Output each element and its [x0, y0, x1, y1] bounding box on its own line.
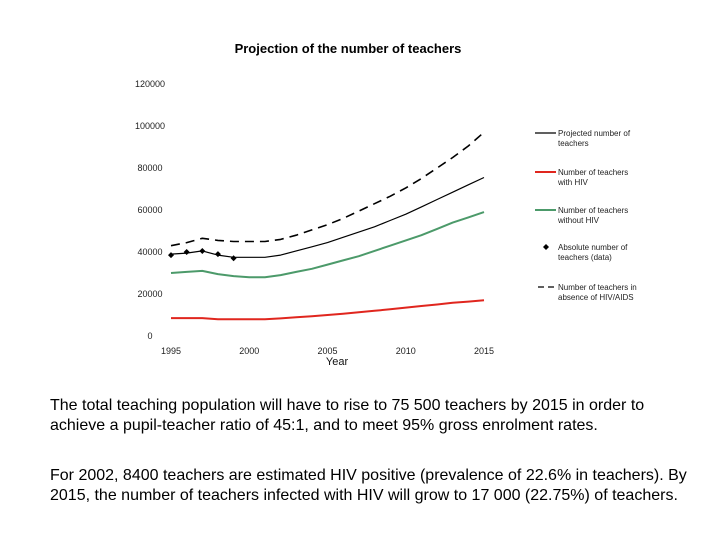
teacher-projection-chart: Projection of the number of teachers 0 20… [135, 41, 637, 368]
legend-label-absence-hiv-1: Number of teachers in [558, 283, 637, 292]
legend-label-without-hiv-1: Number of teachers [558, 206, 628, 215]
series-line-absence-hiv [170, 131, 485, 247]
series-line-without-hiv [170, 211, 485, 279]
chart-title: Projection of the number of teachers [235, 41, 462, 56]
legend-label-with-hiv-1: Number of teachers [558, 168, 628, 177]
y-tick-label-4: 80000 [137, 163, 162, 173]
y-tick-label-5: 100000 [135, 121, 165, 131]
data-point-absolute-0 [168, 252, 174, 259]
legend-item-with-hiv: Number of teachers with HIV [535, 168, 628, 187]
hiv-paragraph: For 2002, 8400 teachers are estimated HI… [50, 467, 687, 504]
series-line-projected [170, 176, 485, 258]
legend-label-projected-1: Projected number of [558, 129, 631, 138]
legend-item-projected: Projected number of teachers [535, 129, 631, 148]
x-tick-label-0: 1995 [161, 346, 181, 356]
chart-legend: Projected number of teachers Number of t… [535, 129, 637, 302]
x-axis-ticks: 1995 2000 2005 2010 2015 [161, 346, 494, 356]
y-tick-label-6: 120000 [135, 79, 165, 89]
series-line-with-hiv [171, 299, 485, 321]
legend-label-absence-hiv-2: absence of HIV/AIDS [558, 293, 634, 302]
x-tick-label-4: 2015 [474, 346, 494, 356]
series-absolute-markers [168, 247, 237, 262]
legend-label-projected-2: teachers [558, 139, 589, 148]
y-tick-label-1: 20000 [137, 289, 162, 299]
legend-item-absolute: Absolute number of teachers (data) [543, 243, 628, 262]
y-tick-label-0: 0 [147, 331, 152, 341]
summary-paragraph: The total teaching population will have … [50, 397, 645, 434]
legend-item-absence-hiv: Number of teachers in absence of HIV/AID… [538, 283, 637, 302]
x-tick-label-3: 2010 [396, 346, 416, 356]
legend-item-without-hiv: Number of teachers without HIV [535, 206, 628, 225]
x-tick-label-2: 2005 [317, 346, 337, 356]
legend-label-with-hiv-2: with HIV [557, 178, 588, 187]
y-tick-label-3: 60000 [137, 205, 162, 215]
series-layer [168, 131, 485, 321]
data-point-absolute-3 [214, 251, 221, 258]
legend-label-without-hiv-2: without HIV [557, 216, 600, 225]
legend-label-absolute-2: teachers (data) [558, 253, 612, 262]
data-point-absolute-4 [230, 255, 237, 262]
legend-label-absolute-1: Absolute number of [558, 243, 628, 252]
legend-swatch-absolute [543, 244, 549, 250]
y-tick-label-2: 40000 [137, 247, 162, 257]
y-axis-ticks: 0 20000 40000 60000 80000 100000 120000 [135, 79, 165, 341]
x-axis-label: Year [326, 356, 349, 368]
data-point-absolute-2 [199, 247, 206, 254]
x-tick-label-1: 2000 [239, 346, 259, 356]
data-point-absolute-1 [183, 249, 190, 255]
